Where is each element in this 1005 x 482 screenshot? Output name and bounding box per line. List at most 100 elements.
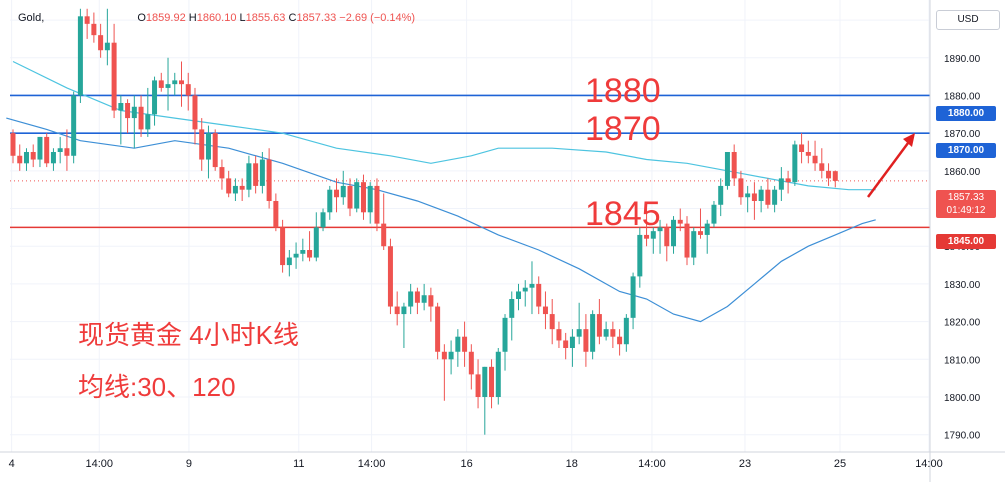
candle-body	[448, 351, 454, 360]
candle-body	[259, 159, 265, 186]
candle-body	[563, 340, 569, 348]
candle-body	[745, 193, 751, 198]
annotation-1870: 1870	[585, 110, 661, 148]
candle-body	[77, 16, 83, 96]
candle-body	[219, 167, 225, 179]
candle-body	[428, 295, 434, 307]
y-tick-label: 1820.00	[944, 318, 981, 329]
candle-body	[778, 178, 784, 190]
candle-body	[98, 35, 104, 51]
candle-body	[104, 42, 110, 51]
candle-body	[529, 283, 535, 288]
candle-body	[482, 366, 488, 397]
x-tick-label: 14:00	[358, 458, 386, 470]
candle-body	[596, 314, 602, 337]
candle-body	[421, 295, 427, 303]
candle-body	[293, 253, 299, 258]
candle-body	[509, 299, 515, 318]
annotation-1845: 1845	[585, 195, 661, 233]
candle-body	[475, 374, 481, 397]
bar-countdown: 01:49:12	[946, 205, 986, 216]
candle-body	[623, 317, 629, 345]
candle-body	[832, 171, 838, 181]
x-tick-label: 16	[460, 458, 472, 470]
candle-body	[37, 136, 43, 160]
candle-body	[205, 133, 211, 160]
candle-body	[138, 106, 144, 130]
candle-body	[118, 103, 124, 111]
candle-body	[826, 170, 832, 179]
candle-body	[401, 306, 407, 315]
candle-body	[785, 178, 791, 183]
candle-body	[199, 129, 205, 160]
candle-body	[125, 103, 131, 119]
price-tag-1870: 1870.00	[936, 143, 996, 158]
candle-body	[300, 250, 306, 254]
low-label: L	[239, 12, 246, 24]
candle-body	[131, 106, 137, 119]
change-value: −2.69 (−0.14%)	[339, 12, 416, 24]
x-tick-label: 18	[566, 458, 578, 470]
symbol-header: Gold, O1859.92 H1860.10 L1855.63 C1857.3…	[18, 12, 415, 24]
candle-body	[751, 193, 757, 201]
y-tick-label: 1860.00	[944, 167, 981, 178]
y-tick-label: 1830.00	[944, 280, 981, 291]
annotation-title: 现货黄金 4小时K线	[78, 320, 300, 350]
last-price-tag: 1857.33 01:49:12	[936, 190, 996, 218]
candle-body	[273, 201, 279, 228]
series-layer	[6, 8, 930, 435]
close-value: 1857.33	[296, 12, 337, 24]
open-label: O	[137, 12, 146, 24]
candle-body	[172, 80, 178, 85]
candle-body	[307, 250, 313, 258]
currency-button[interactable]: USD	[936, 10, 1000, 30]
candle-body	[246, 163, 252, 190]
candle-body	[799, 144, 805, 152]
candle-body	[30, 152, 36, 160]
trend-arrow-shaft	[866, 138, 913, 198]
price-tag-1880: 1880.00	[936, 106, 996, 121]
candle-body	[91, 23, 97, 36]
candle-body	[71, 95, 77, 156]
candle-body	[536, 283, 542, 307]
candle-body	[232, 185, 238, 194]
y-tick-label: 1810.00	[944, 355, 981, 366]
candle-body	[185, 84, 191, 96]
candle-body	[239, 185, 245, 190]
candle-body	[731, 152, 737, 179]
candle-body	[812, 155, 818, 164]
y-tick-label: 1790.00	[944, 431, 981, 442]
candle-body	[489, 366, 495, 397]
x-tick-label: 4	[9, 458, 15, 470]
high-value: 1860.10	[196, 12, 237, 24]
candle-body	[792, 144, 798, 183]
candle-body	[23, 152, 29, 164]
ma-30-line	[6, 117, 876, 323]
candle-body	[360, 182, 366, 213]
y-tick-label: 1800.00	[944, 393, 981, 404]
price-tag-1845: 1845.00	[936, 234, 996, 249]
candle-body	[556, 329, 562, 341]
x-tick-label: 14:00	[86, 458, 114, 470]
candle-body	[569, 336, 575, 348]
candle-body	[64, 148, 70, 156]
candle-body	[145, 114, 151, 130]
candle-body	[17, 155, 23, 164]
y-tick-label: 1890.00	[944, 54, 981, 65]
candle-body	[462, 336, 468, 352]
x-tick-label: 25	[834, 458, 846, 470]
x-tick-label: 11	[293, 458, 304, 470]
candle-body	[522, 287, 528, 292]
high-label: H	[188, 12, 197, 24]
candle-body	[394, 306, 400, 315]
candle-body	[617, 336, 623, 345]
candle-body	[340, 185, 346, 198]
candle-body	[765, 189, 771, 205]
annotation-ma-periods: 均线:30、120	[78, 372, 236, 402]
symbol-name[interactable]: Gold,	[18, 12, 45, 24]
candle-body	[671, 219, 677, 247]
candle-body	[313, 227, 319, 258]
candle-body	[583, 329, 589, 352]
candle-body	[367, 185, 373, 213]
